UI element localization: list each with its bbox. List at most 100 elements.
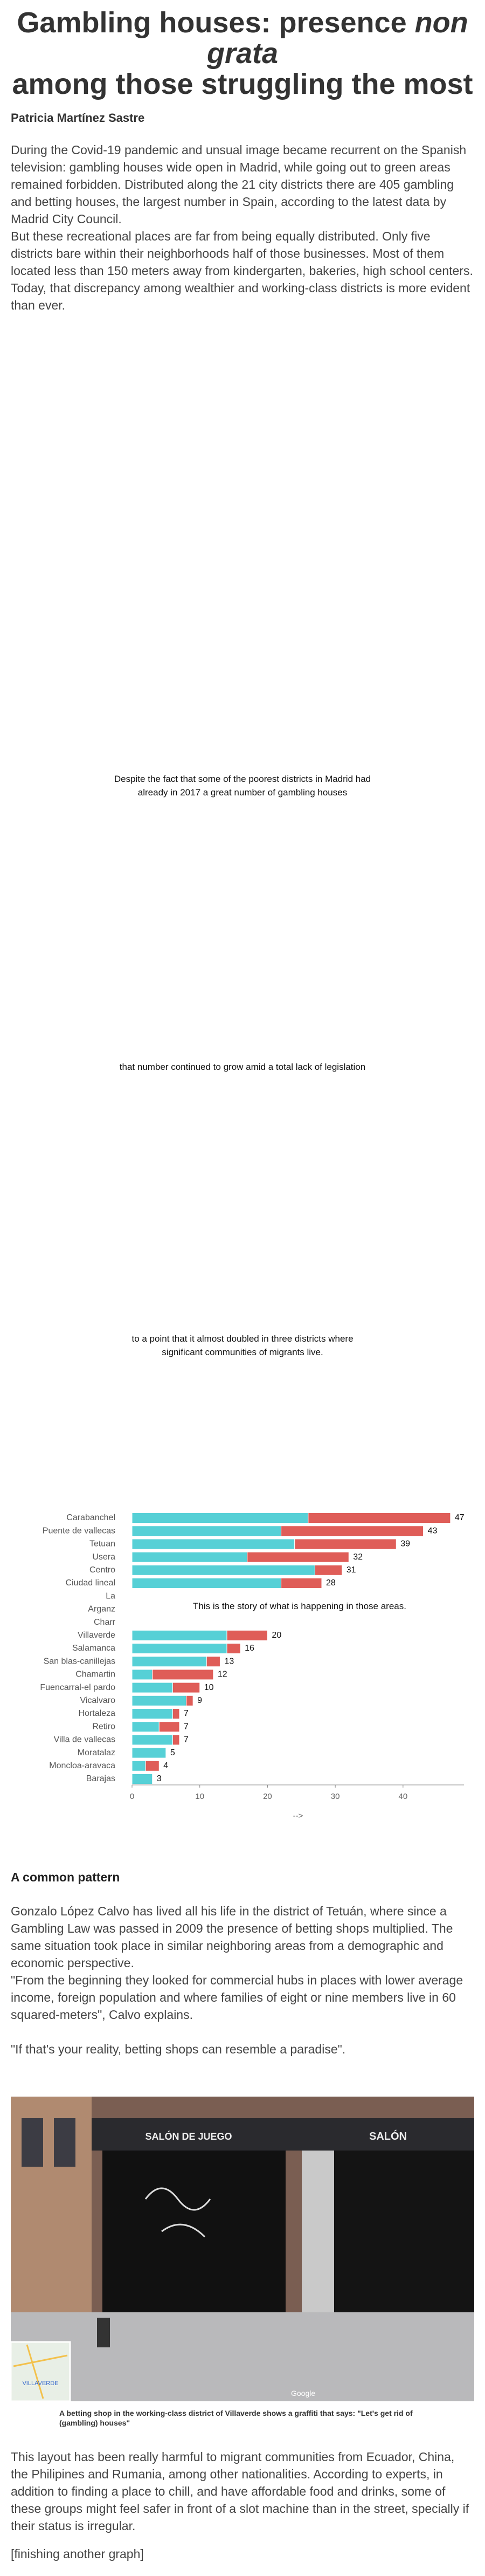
category-label: Retiro [92, 1722, 115, 1731]
window [54, 2118, 75, 2167]
bar-segment [131, 1721, 160, 1733]
bar-segment [131, 1747, 167, 1758]
category-label: Barajas [86, 1774, 115, 1783]
category-label: Vicalvaro [80, 1696, 115, 1705]
quote: "If that's your reality, betting shops c… [11, 2042, 346, 2056]
storefront [102, 2151, 286, 2323]
credit: Google [291, 2389, 315, 2398]
category-label: Moncloa-aravaca [49, 1761, 115, 1770]
x-tick-label: 10 [195, 1792, 204, 1801]
bar-segment [131, 1538, 295, 1550]
bar-segment [226, 1630, 268, 1641]
title-part: among those struggling the most [12, 68, 473, 100]
intro: During the Covid-19 pandemic and unsual … [11, 141, 474, 314]
bar-segment [172, 1682, 200, 1693]
x-axis-label: --> [293, 1811, 303, 1821]
bar-segment [131, 1630, 227, 1641]
bar-segment [294, 1538, 397, 1550]
bar-segment [131, 1643, 227, 1654]
map-label: VILLAVERDE [22, 2380, 58, 2387]
paragraph: During the Covid-19 pandemic and unsual … [11, 143, 467, 226]
title: Gambling houses: presence non grata among… [11, 8, 474, 100]
value-label: 10 [204, 1683, 214, 1692]
story-step: that number continued to grow amid a tot… [119, 1062, 366, 1072]
bin [97, 2318, 110, 2347]
bar-segment [158, 1721, 180, 1733]
story-step: Despite the fact that some of the poores… [114, 774, 371, 798]
value-label: 31 [347, 1565, 356, 1575]
pillar [302, 2151, 334, 2323]
window [22, 2118, 43, 2167]
sidewalk [11, 2312, 474, 2401]
bar-segment [131, 1669, 153, 1680]
author: Patricia Martínez Sastre [11, 111, 145, 125]
bar-segment [131, 1774, 153, 1784]
paragraph: But these recreational places are far fr… [11, 229, 473, 312]
category-label: Moratalaz [78, 1748, 115, 1757]
value-label: 20 [272, 1631, 281, 1640]
bar-segment [145, 1760, 160, 1771]
header: Gambling houses: presence non grata among… [11, 8, 474, 100]
sign: SALÓN DE JUEGO [145, 2131, 232, 2142]
bar-segment [152, 1669, 214, 1680]
graffiti [144, 2187, 211, 2238]
paragraph: [finishing another graph] [11, 2547, 144, 2561]
category-label: Villaverde [78, 1631, 115, 1640]
x-tick-label: 30 [331, 1792, 340, 1801]
section: A common pattern [11, 1870, 474, 1885]
bar-segment [131, 1564, 315, 1576]
caption: A betting shop in the working-class dist… [59, 2409, 413, 2427]
bar-segment [131, 1656, 207, 1667]
bar-segment [131, 1578, 282, 1589]
paragraph: Gonzalo López Calvo has lived all his li… [11, 1904, 453, 1970]
value-label: 47 [455, 1513, 465, 1522]
x-tick-label: 40 [399, 1792, 408, 1801]
value-label: 4 [163, 1761, 168, 1770]
bar-segment [314, 1564, 343, 1576]
title-part: Gambling houses: presence [17, 6, 415, 39]
value-label: 3 [157, 1774, 162, 1783]
category-label: Centro [89, 1565, 115, 1575]
paragraph: "From the beginning they looked for comm… [11, 1973, 463, 2022]
category-label: La [106, 1591, 115, 1600]
bar-segment [308, 1513, 451, 1523]
x-tick-label: 20 [263, 1792, 272, 1801]
photo: SALÓN DE JUEGO SALÓN VILLAVERDE Google [11, 2097, 474, 2401]
sign: SALÓN [369, 2130, 407, 2142]
bar-segment [131, 1513, 309, 1523]
bar-segment [131, 1760, 146, 1771]
bar-segment [186, 1695, 193, 1706]
category-label: Hortaleza [79, 1709, 116, 1718]
category-label: San blas-canillejas [44, 1657, 115, 1666]
closing: This layout has been really harmful to m… [11, 2448, 474, 2563]
value-label: 7 [184, 1709, 189, 1718]
bar-segment [131, 1682, 173, 1693]
bar-segment [131, 1526, 282, 1537]
category-label: Carabanchel [66, 1513, 115, 1522]
value-label: 28 [326, 1578, 336, 1588]
value-label: 5 [170, 1748, 175, 1757]
category-label: Arganz [88, 1605, 115, 1614]
category-label: Fuencarral-el pardo [40, 1683, 115, 1692]
bar-segment [281, 1578, 322, 1589]
section-heading: A common pattern [11, 1870, 120, 1884]
map-road [13, 2344, 68, 2399]
bar-segment [247, 1551, 349, 1563]
value-label: 12 [218, 1670, 227, 1679]
value-label: 32 [353, 1553, 363, 1562]
section-body: Gonzalo López Calvo has lived all his li… [11, 1902, 474, 2058]
sign-band [92, 2118, 474, 2151]
bar-segment [172, 1708, 180, 1719]
bar-segment [131, 1551, 248, 1563]
category-label: Charr [94, 1618, 116, 1627]
category-label: Chamartin [75, 1670, 115, 1679]
value-label: 7 [184, 1735, 189, 1744]
value-label: 7 [184, 1722, 189, 1731]
storefront [334, 2151, 474, 2323]
bar-segment [226, 1643, 241, 1654]
bar-segment [172, 1734, 180, 1746]
bar-segment [281, 1526, 424, 1537]
bar-segment [131, 1695, 187, 1706]
bar-segment [206, 1656, 220, 1667]
